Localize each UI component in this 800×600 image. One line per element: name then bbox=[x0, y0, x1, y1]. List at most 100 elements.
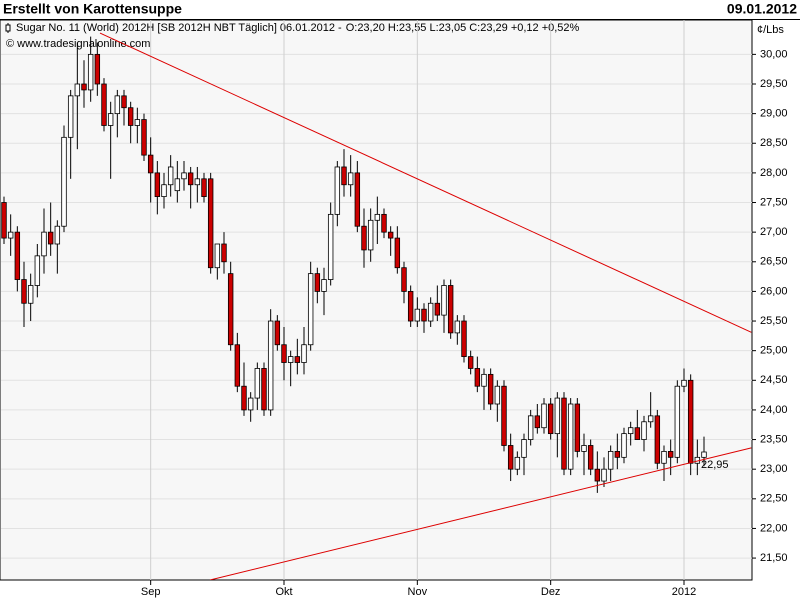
candle-body bbox=[34, 255, 41, 286]
candle-body bbox=[187, 172, 194, 186]
annotation: 22,95 bbox=[701, 459, 729, 471]
candle-body bbox=[121, 95, 127, 109]
y-tick-label: 22,00 bbox=[760, 522, 788, 534]
x-tick-label: Nov bbox=[408, 586, 428, 598]
header-date: 09.01.2012 bbox=[727, 1, 797, 17]
candle-body bbox=[574, 403, 581, 452]
candle-body bbox=[207, 178, 214, 269]
y-tick-label: 27,00 bbox=[760, 226, 788, 238]
candle-body bbox=[521, 439, 527, 458]
candle-body bbox=[421, 308, 427, 322]
candle-body bbox=[641, 421, 647, 440]
candle-body bbox=[47, 231, 54, 245]
candle-body bbox=[274, 320, 281, 346]
candle-body bbox=[361, 225, 367, 251]
candle-body bbox=[281, 344, 287, 363]
candle-body bbox=[194, 178, 201, 186]
candle-body bbox=[254, 368, 261, 399]
instrument: Sugar No. 11 (World) 2012H [SB 2012H NBT… bbox=[16, 22, 342, 34]
y-tick-label: 21,50 bbox=[760, 552, 788, 564]
candle-body bbox=[214, 243, 221, 269]
candle-body bbox=[687, 379, 694, 464]
candle-body bbox=[527, 415, 534, 440]
candle-body bbox=[181, 172, 187, 180]
source: © www.tradesignalonline.com bbox=[6, 38, 150, 50]
y-tick-label: 27,50 bbox=[760, 196, 788, 208]
candle-body bbox=[341, 166, 347, 186]
candle-body bbox=[381, 213, 387, 233]
candle-body bbox=[674, 385, 681, 458]
y-tick-label: 28,00 bbox=[760, 167, 788, 179]
candle-body bbox=[107, 113, 114, 126]
candle-body bbox=[467, 356, 474, 369]
header-title: Erstellt von Karottensuppe bbox=[3, 1, 182, 17]
candle-body bbox=[581, 445, 587, 452]
candle-body bbox=[114, 95, 121, 115]
candle-body bbox=[147, 154, 154, 174]
y-tick-label: 30,00 bbox=[760, 48, 788, 60]
candle-body bbox=[287, 356, 294, 363]
candle-body bbox=[634, 427, 641, 440]
legend: Sugar No. 11 (World) 2012H [SB 2012H NBT… bbox=[5, 22, 580, 50]
trendline bbox=[209, 447, 752, 580]
candle-body bbox=[681, 379, 687, 387]
x-tick-label: Dez bbox=[541, 586, 561, 598]
candle-body bbox=[201, 178, 207, 197]
candle-body bbox=[394, 237, 401, 269]
candle-body bbox=[627, 427, 634, 435]
trendline bbox=[99, 32, 752, 333]
candle-body bbox=[141, 119, 147, 156]
y-tick-label: 23,00 bbox=[760, 463, 788, 475]
candle-body bbox=[534, 415, 541, 429]
candle-body bbox=[374, 213, 381, 221]
candle-body bbox=[554, 397, 561, 435]
candle-body bbox=[267, 320, 274, 411]
candle-body bbox=[67, 95, 74, 138]
candle-body bbox=[401, 267, 407, 292]
candle-body bbox=[7, 231, 14, 239]
y-tick-label: 24,00 bbox=[760, 404, 788, 416]
candle-body bbox=[667, 451, 674, 458]
candle-body bbox=[14, 231, 21, 280]
y-tick-label: 23,50 bbox=[760, 433, 788, 445]
candle-body bbox=[94, 53, 101, 85]
candle-body bbox=[494, 385, 501, 405]
candle-body bbox=[607, 451, 614, 470]
candle-body bbox=[661, 451, 667, 464]
candle-body bbox=[474, 368, 481, 387]
candle-body bbox=[134, 119, 141, 126]
y-tick-label: 25,50 bbox=[760, 315, 788, 327]
candle-body bbox=[514, 456, 521, 470]
candle-body bbox=[547, 403, 554, 435]
candle-body bbox=[541, 403, 547, 429]
y-tick-label: 28,50 bbox=[760, 137, 788, 149]
y-tick-label: 22,50 bbox=[760, 493, 788, 505]
candle-body bbox=[154, 172, 161, 197]
candle-body bbox=[561, 397, 567, 470]
candle-body bbox=[354, 172, 361, 227]
candle-body bbox=[21, 279, 27, 304]
candle-body bbox=[174, 178, 181, 192]
candle-body bbox=[654, 415, 661, 464]
candle-body bbox=[27, 285, 34, 304]
y-tick-label: 29,00 bbox=[760, 108, 788, 120]
candle-body bbox=[487, 373, 494, 405]
candle-body bbox=[61, 136, 67, 227]
candle-body bbox=[407, 291, 414, 322]
x-tick-label: Sep bbox=[141, 586, 161, 598]
candle-body bbox=[301, 344, 307, 363]
candle-body bbox=[594, 468, 601, 482]
candle-body bbox=[334, 166, 341, 215]
candle-body bbox=[461, 320, 467, 357]
y-tick-label: 29,50 bbox=[760, 78, 788, 90]
candle-body bbox=[321, 279, 327, 292]
candle-body bbox=[441, 285, 447, 316]
candle-body bbox=[481, 373, 487, 387]
y-tick-label: 24,50 bbox=[760, 374, 788, 386]
candle-body bbox=[454, 320, 461, 334]
y-tick-label: 25,00 bbox=[760, 345, 788, 357]
candle-body bbox=[41, 231, 47, 257]
candle-body bbox=[507, 445, 514, 470]
candle-body bbox=[234, 344, 241, 387]
